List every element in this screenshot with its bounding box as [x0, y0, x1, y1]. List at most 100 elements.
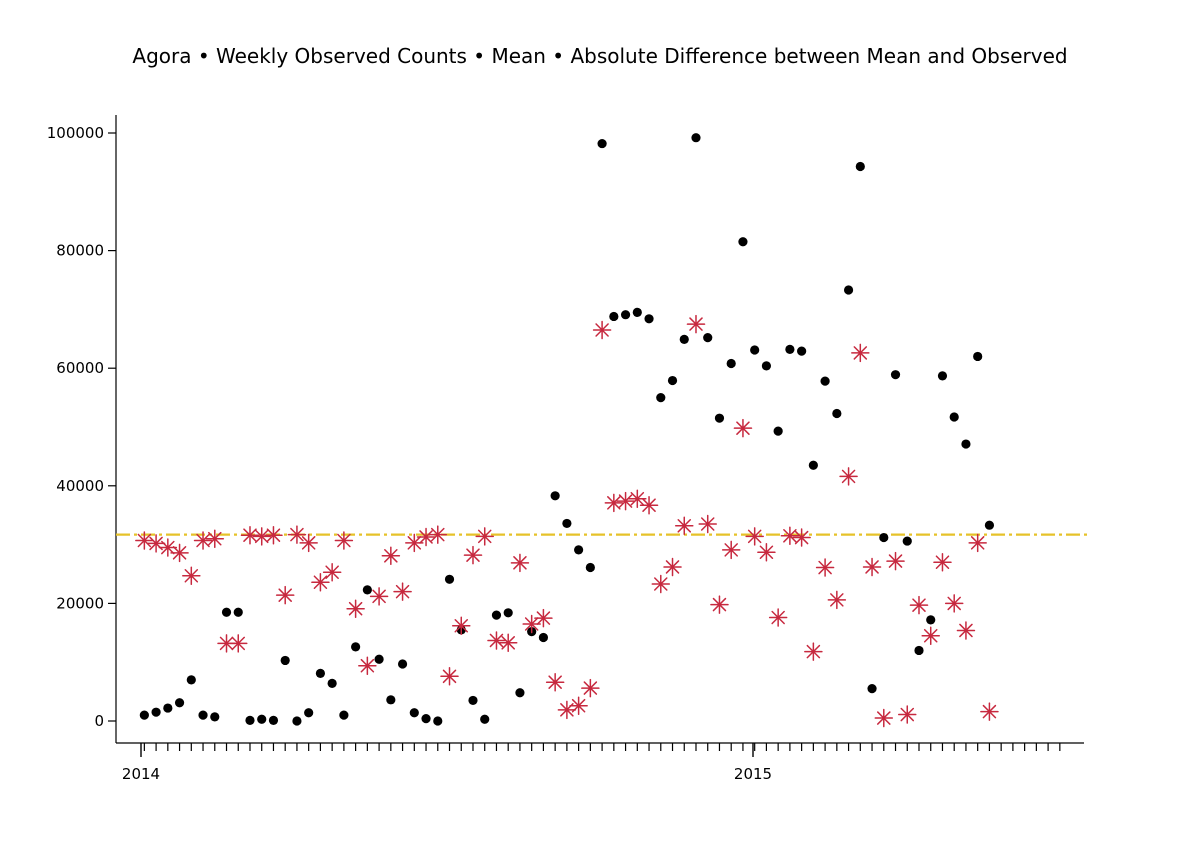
observed-point [433, 716, 443, 726]
observed-point [961, 439, 971, 449]
difference-point [358, 656, 377, 675]
asterisk-stroke [571, 698, 586, 713]
y-tick-label: 80000 [56, 242, 104, 260]
difference-point [651, 574, 671, 594]
asterisk-stroke [184, 569, 199, 583]
asterisk-stroke [900, 707, 915, 722]
difference-point [909, 595, 929, 615]
difference-point [182, 566, 201, 586]
difference-point [663, 557, 682, 577]
asterisk-stroke [360, 658, 375, 673]
difference-point [851, 343, 870, 363]
asterisk-stroke [583, 681, 598, 695]
observed-point [867, 684, 877, 694]
difference-point [510, 553, 530, 573]
observed-point [785, 344, 795, 354]
observed-point [444, 574, 455, 584]
difference-point [393, 582, 412, 601]
asterisk-stroke [747, 529, 762, 544]
difference-point [569, 696, 588, 715]
asterisk-stroke [630, 491, 645, 506]
asterisk-stroke [865, 560, 879, 574]
asterisk-stroke [677, 519, 692, 533]
asterisk-stroke [196, 533, 210, 548]
x-tick-label: 2014 [122, 765, 160, 783]
observed-point [984, 520, 995, 530]
observed-point [656, 393, 666, 403]
asterisk-stroke [923, 628, 938, 643]
observed-point [139, 710, 149, 720]
asterisk-stroke [372, 589, 386, 604]
asterisk-stroke [724, 543, 738, 557]
difference-point [252, 527, 271, 546]
observed-point [632, 307, 642, 317]
asterisk-stroke [489, 633, 504, 648]
difference-point [604, 493, 624, 513]
observed-point [503, 608, 513, 618]
asterisk-stroke [877, 711, 891, 725]
observed-point [339, 710, 349, 720]
difference-point [933, 552, 952, 572]
difference-point [815, 558, 835, 577]
y-tick-label: 60000 [56, 359, 104, 377]
observed-point [351, 642, 361, 652]
difference-point [146, 534, 166, 553]
asterisk-stroke [794, 530, 809, 545]
difference-point [862, 557, 882, 577]
difference-point [475, 527, 494, 546]
observed-point [257, 714, 267, 724]
difference-point [369, 587, 389, 606]
observed-point [832, 408, 842, 419]
difference-point [135, 531, 154, 550]
difference-point [545, 672, 565, 692]
observed-point [574, 545, 584, 555]
difference-point [381, 546, 401, 566]
y-tick-label: 20000 [56, 594, 104, 612]
observed-point [233, 607, 243, 617]
asterisk-stroke [806, 644, 821, 659]
difference-point [264, 525, 283, 545]
asterisk-stroke [982, 704, 997, 719]
tick-group: 0 20000 40000 60000 80000 100000 2014 2015 [47, 124, 1061, 783]
asterisk-stroke [888, 554, 903, 568]
asterisk-stroke [454, 618, 469, 633]
difference-point [311, 572, 330, 592]
difference-point [581, 678, 600, 698]
difference-point [675, 516, 694, 536]
observed-point [890, 370, 901, 380]
difference-point [968, 533, 987, 553]
observed-point [597, 138, 607, 149]
asterisk-stroke [301, 536, 316, 550]
asterisk-stroke [665, 560, 680, 574]
observed-point [808, 460, 818, 470]
asterisk-stroke [771, 610, 785, 625]
observed-point [362, 585, 372, 595]
difference-point [827, 590, 847, 610]
difference-point [898, 705, 917, 724]
difference-point [592, 320, 612, 340]
axes [115, 115, 1084, 744]
observed-point [843, 285, 854, 295]
asterisk-stroke [231, 636, 246, 651]
difference-point [334, 531, 354, 550]
observed-point [304, 708, 314, 718]
asterisk-stroke [419, 530, 433, 544]
chart-title: Agora • Weekly Observed Counts • Mean • … [132, 44, 1068, 68]
asterisk-stroke [689, 317, 703, 331]
observed-point [409, 708, 419, 718]
observed-point [327, 678, 337, 688]
observed-point [268, 715, 279, 726]
asterisk-stroke [290, 527, 304, 542]
difference-point [346, 599, 365, 618]
observed-point [644, 314, 654, 324]
difference-point [733, 418, 753, 438]
asterisk-stroke [466, 548, 480, 562]
difference-point [780, 526, 800, 546]
observed-point [421, 714, 431, 724]
difference-point [299, 533, 318, 553]
observed-point [163, 703, 173, 713]
observed-point [374, 654, 384, 664]
asterisk-stroke [548, 675, 562, 689]
y-tick-label: 40000 [56, 477, 104, 495]
